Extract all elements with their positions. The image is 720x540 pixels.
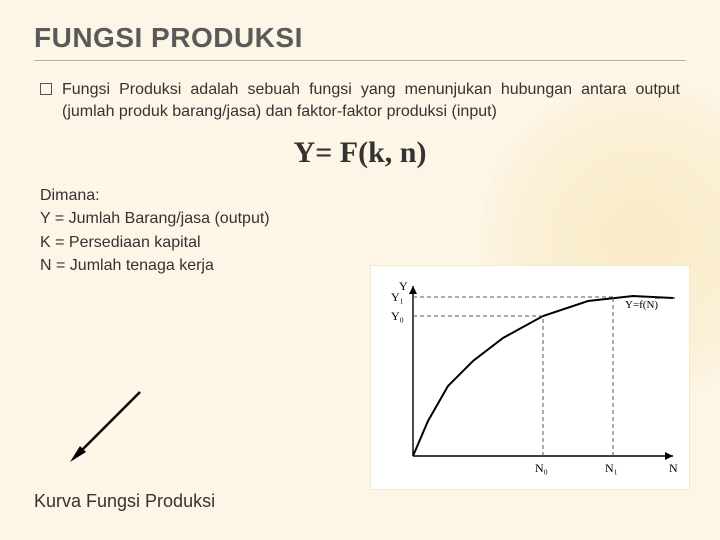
chart-svg: YNY₀Y₁N₀N₁Y=f(N) <box>371 266 691 491</box>
paragraph-text: Fungsi Produksi adalah sebuah fungsi yan… <box>62 79 680 122</box>
slide-content: FUNGSI PRODUKSI Fungsi Produksi adalah s… <box>0 0 720 540</box>
definitions-heading: Dimana: <box>40 184 686 207</box>
page-title: FUNGSI PRODUKSI <box>34 22 686 54</box>
svg-text:N₀: N₀ <box>535 461 548 475</box>
svg-text:Y₀: Y₀ <box>391 309 404 323</box>
paragraph-row: Fungsi Produksi adalah sebuah fungsi yan… <box>40 79 680 122</box>
definition-y: Y = Jumlah Barang/jasa (output) <box>40 207 686 230</box>
svg-text:Y=f(N): Y=f(N) <box>625 299 658 311</box>
definitions-block: Dimana: Y = Jumlah Barang/jasa (output) … <box>40 184 686 277</box>
bullet-square-icon <box>40 83 52 95</box>
title-underline <box>34 60 686 61</box>
production-curve-chart: YNY₀Y₁N₀N₁Y=f(N) <box>370 265 690 490</box>
svg-text:Y₁: Y₁ <box>391 290 404 304</box>
svg-text:N₁: N₁ <box>605 461 618 475</box>
definition-k: K = Persediaan kapital <box>40 231 686 254</box>
formula: Y= F(k, n) <box>34 136 686 170</box>
svg-text:N: N <box>669 461 678 475</box>
chart-caption: Kurva Fungsi Produksi <box>34 491 215 512</box>
arrow-icon <box>62 380 152 470</box>
